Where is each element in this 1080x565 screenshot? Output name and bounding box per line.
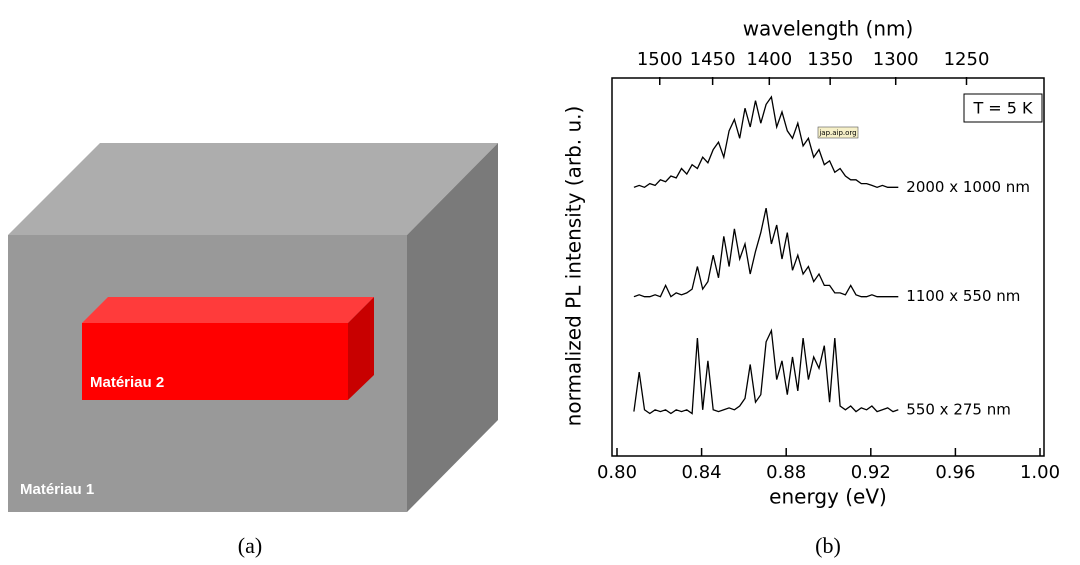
x2-tick-label: 1450 [690,49,736,70]
outer-side [407,143,498,512]
x-tick-label: 0.88 [766,462,806,483]
x-tick-label: 0.92 [851,462,891,483]
outer-top [8,143,498,235]
watermark-box [817,126,859,139]
material-label: Matériau 2 [90,374,164,391]
x-tick-label: 0.80 [597,462,637,483]
chart: energy (eV) wavelength (nm) normalized P… [562,17,1061,509]
box-diagram: Matériau 1 Matériau 2 [8,143,498,512]
x-tick-label: 0.84 [682,462,722,483]
series-label: 550 x 275 nm [906,400,1011,418]
x2-tick-label: 1500 [637,49,683,70]
x-axis-label: energy (eV) [769,485,887,509]
x2-tick-label: 1300 [873,49,919,70]
spectrum-line [633,207,899,298]
x2-tick-label: 1350 [807,49,853,70]
x2-axis-label: wavelength (nm) [743,17,914,41]
spectrum-line [633,328,899,415]
inner-front [82,323,348,400]
x-tick-label: 0.96 [935,462,975,483]
series-label: 1100 x 550 nm [906,287,1020,305]
x2-tick-label: 1400 [746,49,792,70]
inner-top [82,297,374,323]
spectrum-line [633,95,899,189]
annotation: T = 5 K [972,99,1033,118]
caption: (a) [238,533,262,558]
x2-tick-label: 1250 [944,49,990,70]
x-tick-label: 1.00 [1020,462,1060,483]
plot-frame [611,77,1045,457]
caption: (b) [815,533,841,558]
series-label: 2000 x 1000 nm [906,178,1030,196]
watermark: jap.aip.org [818,129,856,137]
material-label: Matériau 1 [20,481,94,498]
annotation-box [963,93,1043,123]
inner-side [348,297,374,400]
y-axis-label: normalized PL intensity (arb. u.) [562,106,586,427]
